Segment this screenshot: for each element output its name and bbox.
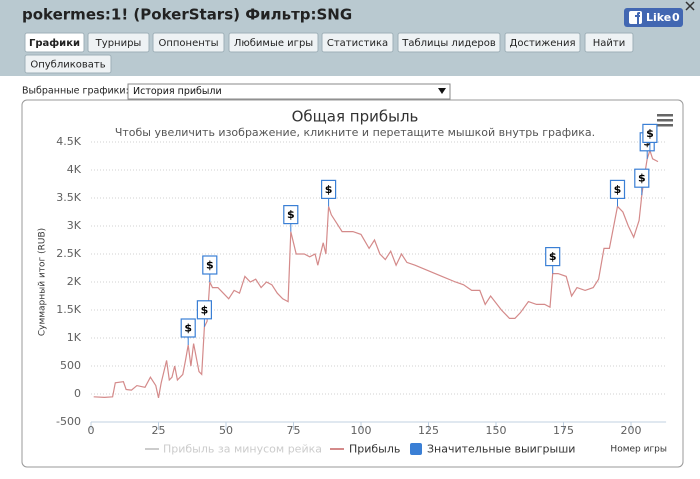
- flag-symbol: $: [325, 183, 333, 196]
- flag-box: [642, 123, 658, 144]
- like-button[interactable]: Like 0: [624, 8, 683, 27]
- x-axis-title: Номер игры: [610, 445, 667, 455]
- flag-symbol: $: [184, 322, 192, 335]
- legend-item[interactable]: Прибыль: [330, 443, 400, 456]
- legend-symbol: [410, 443, 422, 455]
- flag-box: [545, 247, 561, 267]
- chart-frame: [21, 99, 684, 468]
- flag-box: [180, 318, 196, 338]
- win-flag[interactable]: $: [609, 179, 626, 207]
- tab-background: [228, 32, 319, 53]
- y-tick-label: 2.5K: [56, 247, 81, 260]
- flag-symbol: $: [614, 183, 622, 196]
- tab-background: [504, 32, 581, 53]
- tab-label: Статистика: [327, 38, 388, 49]
- x-tick-label: 50: [219, 424, 233, 437]
- flag-symbol: $: [287, 208, 295, 221]
- x-tick-label: 175: [553, 424, 574, 437]
- tab-background: [584, 32, 634, 53]
- y-tick-label: 2K: [67, 275, 82, 288]
- selector-label: Выбранные графики:: [22, 86, 129, 97]
- tab-label: Найти: [593, 38, 625, 49]
- legend-label: Прибыль: [349, 443, 400, 456]
- y-tick-label: 1K: [67, 331, 82, 344]
- y-tick-label: 1.5K: [56, 303, 81, 316]
- close-button[interactable]: [685, 1, 695, 11]
- plot-area: -500 0 500 1K 1.5K 2K 2.5K 3K 3.5K 4K 4.5K 0 25 50 75 1…: [56, 123, 667, 456]
- x-tick-label: 75: [287, 424, 301, 437]
- tab[interactable]: Турниры: [87, 32, 150, 53]
- y-tick-label: 3.5K: [56, 191, 81, 204]
- legend: Прибыль за минусом рейка Прибыль Значитель…: [145, 443, 575, 456]
- win-flag[interactable]: $: [321, 179, 337, 207]
- chart-selector[interactable]: История прибыли: [127, 83, 451, 100]
- tab-background: [152, 32, 225, 53]
- tab-label: Любимые игры: [234, 38, 313, 49]
- y-tick-label: 4.5K: [56, 135, 81, 148]
- x-tick-label: 125: [418, 424, 439, 437]
- tab[interactable]: Статистика: [321, 32, 394, 53]
- chart-menu-button[interactable]: [657, 114, 673, 127]
- y-tick-label: 500: [60, 359, 81, 372]
- like-label: Like: [646, 11, 671, 24]
- flag-symbol: $: [549, 250, 557, 263]
- tab[interactable]: Найти: [584, 32, 634, 53]
- tab-label: Турниры: [95, 38, 142, 49]
- legend-label: Значительные выигрыши: [427, 443, 575, 456]
- publish-tab[interactable]: Опубликовать: [24, 54, 112, 74]
- win-flag[interactable]: $: [634, 168, 650, 196]
- flag-box: [196, 300, 212, 320]
- x-tick-label: 200: [621, 424, 642, 437]
- y-tick-label: 4K: [67, 163, 82, 176]
- y-tick-label: -500: [56, 415, 81, 428]
- tab-background: [87, 32, 150, 53]
- tab[interactable]: Графики: [24, 32, 85, 53]
- legend-label: Прибыль за минусом рейка: [163, 443, 322, 456]
- window-title: pokermes:1! (PokerStars) Фильтр:SNG: [22, 6, 352, 24]
- win-flag[interactable]: $: [196, 300, 212, 327]
- win-flag[interactable]: $: [202, 255, 218, 282]
- chart-title: Общая прибыль: [292, 108, 419, 126]
- tab-background: [321, 32, 394, 53]
- flag-symbol: $: [201, 303, 209, 316]
- tab[interactable]: Любимые игры: [228, 32, 319, 53]
- flag-box: [609, 179, 626, 199]
- tab-bar: Графики Турниры Оппоненты Любимые игры Стати…: [24, 32, 634, 53]
- chart-subtitle: Чтобы увеличить изображение, кликните и …: [115, 126, 595, 139]
- flag-symbol: $: [646, 127, 654, 140]
- win-flag[interactable]: $: [545, 247, 561, 274]
- flag-box: [634, 168, 650, 188]
- y-tick-label: 0: [74, 387, 81, 400]
- y-tick-label: 3K: [67, 219, 82, 232]
- flag-box: [202, 255, 218, 275]
- legend-item[interactable]: Значительные выигрыши: [410, 443, 575, 456]
- x-tick-label: 100: [351, 424, 372, 437]
- flag-box: [283, 205, 299, 225]
- tab-label: Достижения: [510, 38, 576, 49]
- x-tick-label: 0: [88, 424, 95, 437]
- tab-label: Таблицы лидеров: [401, 38, 496, 49]
- flag-box: [321, 179, 337, 199]
- y-axis-title: Суммарный итог (RUB): [38, 228, 48, 336]
- tab-label: Графики: [29, 37, 80, 49]
- x-tick-label: 150: [486, 424, 507, 437]
- publish-tab-label: Опубликовать: [30, 60, 105, 71]
- win-flag[interactable]: $: [180, 318, 196, 345]
- legend-item[interactable]: Прибыль за минусом рейка: [145, 443, 322, 456]
- x-tick-label: 25: [152, 424, 166, 437]
- win-flag[interactable]: $: [283, 205, 299, 232]
- win-flag[interactable]: $: [642, 123, 658, 151]
- tab[interactable]: Достижения: [504, 32, 581, 53]
- tab[interactable]: Таблицы лидеров: [397, 32, 501, 53]
- tab-background: [24, 32, 85, 53]
- selector-value: История прибыли: [133, 86, 222, 97]
- flag-symbol: $: [206, 259, 214, 272]
- tab-label: Оппоненты: [158, 38, 218, 49]
- tab[interactable]: Оппоненты: [152, 32, 225, 53]
- like-count: 0: [672, 11, 680, 24]
- flag-symbol: $: [638, 172, 646, 185]
- tab-background: [397, 32, 501, 53]
